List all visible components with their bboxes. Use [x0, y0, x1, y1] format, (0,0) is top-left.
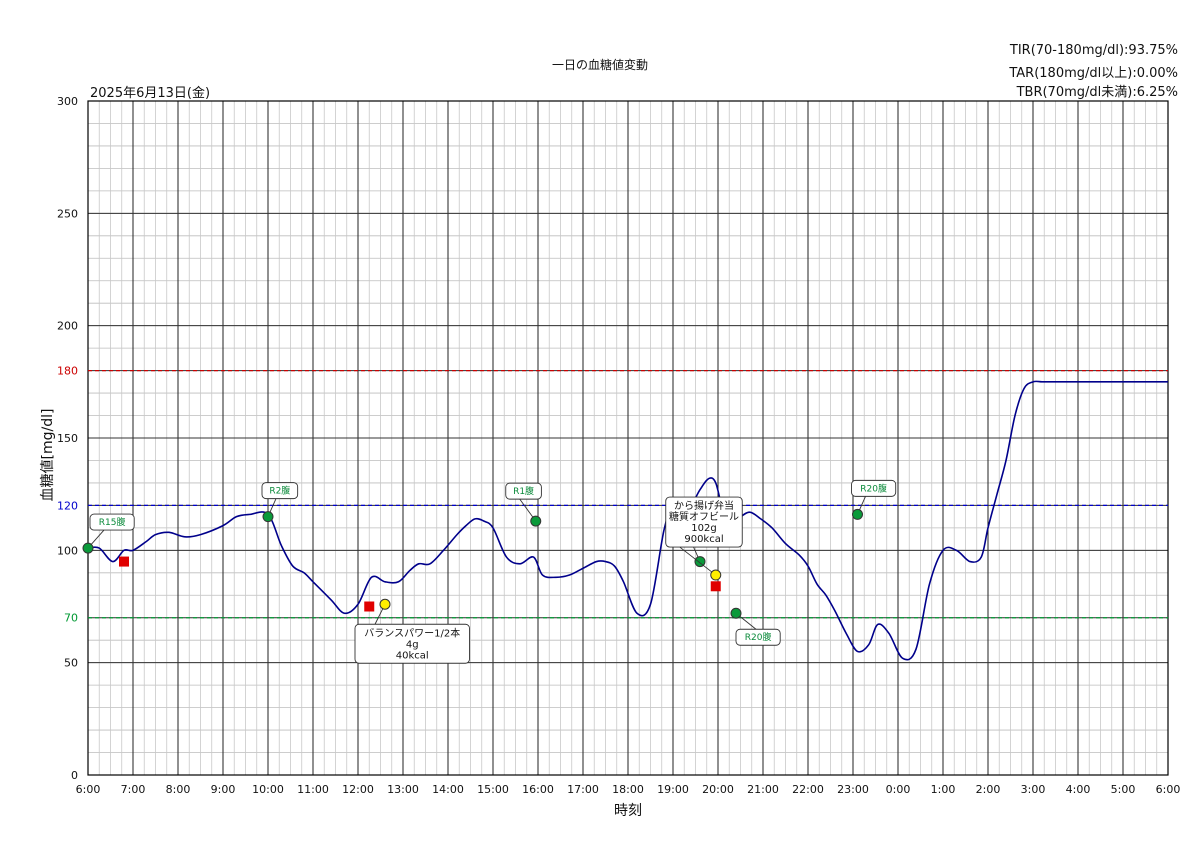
x-tick-label: 6:00 [1156, 783, 1181, 796]
x-tick-label: 0:00 [886, 783, 911, 796]
y-tick-label: 70 [64, 612, 78, 625]
y-tick-label: 120 [57, 499, 78, 512]
x-tick-label: 15:00 [477, 783, 509, 796]
x-axis-label: 時刻 [614, 803, 642, 819]
green-marker [82, 542, 94, 554]
x-tick-label: 20:00 [702, 783, 734, 796]
yellow-marker [379, 598, 391, 610]
y-tick-label: 150 [57, 432, 78, 445]
chart-date: 2025年6月13日(金) [90, 86, 211, 101]
callout-box [505, 482, 542, 500]
tir-stat: TIR(70-180mg/dl):93.75% [1009, 43, 1178, 58]
callout-text: R20腹 [745, 631, 772, 643]
callout-text: R15腹 [99, 516, 126, 528]
x-tick-label: 22:00 [792, 783, 824, 796]
x-tick-label: 11:00 [297, 783, 329, 796]
callout-leader [679, 546, 717, 576]
callout-text: R20腹 [860, 482, 887, 494]
callout-text: 900kcal [684, 534, 723, 545]
callout-9: R20腹 [735, 612, 781, 646]
x-tick-label: 23:00 [837, 783, 869, 796]
callout-text: 102g [691, 523, 716, 534]
x-tick-label: 2:00 [976, 783, 1001, 796]
tar-stat: TAR(180mg/dl以上):0.00% [1009, 66, 1178, 81]
green-marker [852, 508, 863, 520]
x-tick-label: 7:00 [121, 783, 146, 796]
x-tick-label: 18:00 [612, 783, 644, 796]
x-tick-label: 4:00 [1066, 783, 1091, 796]
markers: R15腹R2腹バランスパワー1/2本4g40kcalR1腹R60腹から揚げ弁当糖… [82, 479, 897, 664]
red-marker [119, 556, 129, 567]
callout-text: 40kcal [396, 650, 429, 661]
x-tick-labels: 6:00 7:00 8:00 9:00 10:00 11:00 12:00 13:00 14:0… [76, 783, 1181, 796]
x-tick-label: 5:00 [1111, 783, 1136, 796]
x-tick-label: 21:00 [747, 783, 779, 796]
y-tick-label: 0 [71, 769, 78, 782]
x-tick-label: 10:00 [252, 783, 284, 796]
red-marker [364, 601, 375, 612]
chart-title: 一日の血糖値変動 [551, 58, 648, 72]
y-tick-labels: 0 50 70 100 120 150 180 200 250 300 [57, 95, 78, 782]
green-marker [262, 511, 274, 523]
threshold-lines [88, 370, 1168, 619]
callout-5: R1腹 [505, 482, 542, 522]
x-tick-label: 1:00 [931, 783, 956, 796]
green-marker [530, 515, 542, 527]
x-tick-label: 9:00 [211, 783, 236, 796]
callout-2: R2腹 [261, 482, 299, 517]
grid [87, 100, 1169, 776]
x-tick-label: 16:00 [522, 783, 554, 796]
x-tick-label: 14:00 [432, 783, 464, 796]
callout-0: R15腹 [87, 513, 135, 549]
callout-text: R1腹 [513, 485, 534, 497]
callout-box [665, 496, 743, 548]
yellow-marker [710, 569, 722, 581]
y-tick-label: 100 [57, 544, 78, 557]
callout-box [261, 482, 299, 500]
y-tick-label: 300 [57, 95, 78, 108]
x-tick-label: 13:00 [387, 783, 419, 796]
green-marker [694, 556, 706, 568]
callout-text: から揚げ弁当 [674, 499, 734, 512]
y-tick-label: 180 [57, 365, 78, 378]
callout-box [851, 479, 897, 497]
y-axis-label: 血糖値[mg/dl] [40, 409, 56, 502]
tbr-stat: TBR(70mg/dl未満):6.25% [1016, 85, 1178, 100]
green-marker [730, 607, 742, 619]
callout-text: 糖質オフビール [669, 510, 739, 523]
y-tick-label: 200 [57, 320, 78, 333]
callout-box [89, 513, 135, 531]
plot-frame [87, 100, 1169, 776]
x-tick-label: 6:00 [76, 783, 101, 796]
callout-10: R20腹 [851, 479, 897, 515]
x-tick-label: 8:00 [166, 783, 191, 796]
callout-box [354, 623, 470, 664]
y-tick-label: 250 [57, 207, 78, 220]
y-tick-label: 50 [64, 657, 78, 670]
x-tick-label: 3:00 [1021, 783, 1046, 796]
callout-text: バランスパワー1/2本 [364, 626, 460, 639]
x-tick-label: 19:00 [657, 783, 689, 796]
x-tick-label: 12:00 [342, 783, 374, 796]
x-tick-label: 17:00 [567, 783, 599, 796]
callout-box [735, 628, 781, 646]
red-marker [710, 581, 721, 592]
callout-text: R2腹 [269, 485, 290, 497]
callout-text: 4g [406, 639, 419, 650]
